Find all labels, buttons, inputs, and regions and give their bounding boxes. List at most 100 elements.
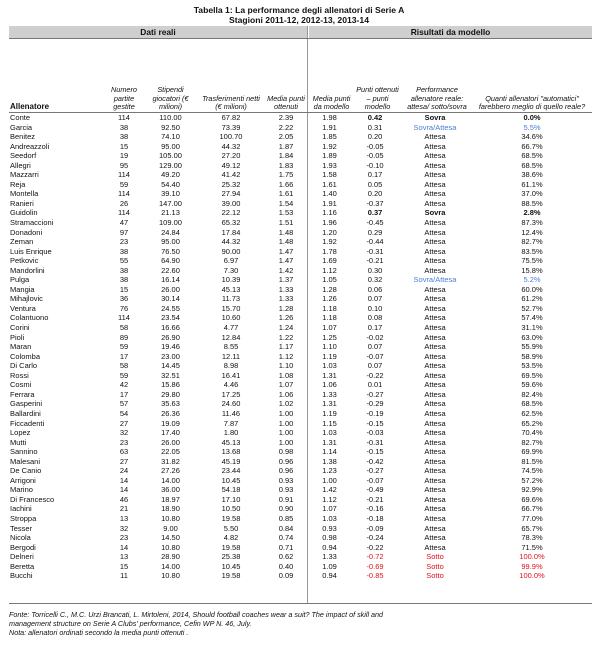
cell-avg-points: 0.91 (278, 494, 294, 504)
table-row: Ballardini 54 26.36 11.46 1.00 1.19 -0.19 Attes… (9, 409, 592, 419)
cell-performance: Attesa (424, 227, 446, 237)
cell-coach-name: Seedorf (10, 151, 37, 161)
cell-salaries: 22.05 (161, 447, 180, 457)
cell-model-avg: 1.20 (322, 227, 337, 237)
cell-coach-name: Conte (10, 113, 31, 122)
cell-salaries: 19.46 (161, 342, 180, 352)
cell-model-avg: 1.89 (322, 151, 337, 161)
cell-salaries: 16.66 (161, 323, 180, 333)
cell-avg-points: 0.84 (278, 523, 294, 533)
table-row: Zeman 23 95.00 44.32 1.48 1.92 -0.44 Attesa 82.7… (9, 237, 592, 247)
cell-games: 15 (119, 284, 129, 294)
cell-avg-points: 0.90 (278, 504, 294, 514)
cell-salaries: 74.10 (161, 132, 180, 142)
cell-transfers: 17.25 (221, 389, 241, 399)
cell-games: 76 (119, 303, 129, 313)
cell-how-many: 52.7% (521, 303, 543, 313)
cell-model-avg: 1.31 (322, 437, 337, 447)
table-row: Arrigoni 14 14.00 10.45 0.93 1.00 -0.07 Attesa 5… (9, 476, 592, 486)
cell-avg-points: 1.54 (278, 198, 294, 208)
cell-model-avg: 1.38 (322, 456, 337, 466)
cell-coach-name: Ballardini (10, 408, 41, 418)
cell-avg-points: 0.96 (278, 466, 294, 476)
cell-coach-name: Cosmi (10, 380, 32, 390)
table-row: Mandorlini 38 22.60 7.30 1.42 1.12 0.30 Attesa 1… (9, 266, 592, 276)
cell-games: 63 (119, 447, 129, 457)
cell-delta: -0.49 (366, 485, 384, 495)
cell-how-many: 92.9% (521, 485, 543, 495)
cell-model-avg: 1.61 (322, 179, 337, 189)
cell-performance: Sovra/Attesa (413, 275, 457, 285)
cell-how-many: 69.6% (521, 494, 543, 504)
cell-how-many: 38.6% (521, 170, 543, 180)
cell-performance: Attesa (424, 323, 446, 333)
cell-delta: -0.07 (366, 351, 384, 361)
cell-coach-name: Iachini (10, 504, 32, 514)
cell-transfers: 67.82 (221, 113, 241, 122)
cell-avg-points: 1.87 (278, 141, 294, 151)
cell-how-many: 100.0% (519, 571, 545, 581)
cell-avg-points: 0.96 (278, 456, 294, 466)
table-row: Ficcadenti 27 19.09 7.87 1.00 1.15 -0.15 Attesa… (9, 419, 592, 429)
table-subtitle: Stagioni 2011-12, 2012-13, 2013-14 (229, 15, 369, 25)
cell-how-many: 57.2% (521, 475, 543, 485)
cell-salaries: 15.86 (161, 380, 180, 390)
cell-how-many: 55.9% (521, 342, 543, 352)
cell-how-many: 0.0% (523, 113, 541, 122)
cell-delta: -0.27 (366, 466, 384, 476)
cell-coach-name: Tesser (10, 523, 33, 533)
header-top-rule (9, 38, 592, 39)
cell-how-many: 59.6% (521, 380, 543, 390)
cell-coach-name: Mutti (10, 437, 27, 447)
cell-games: 38 (119, 275, 129, 285)
cell-how-many: 57.4% (521, 313, 543, 323)
cell-games: 42 (119, 380, 129, 390)
cell-how-many: 65.2% (521, 418, 543, 428)
footer-source-line2: management structure on Serie A Clubs' p… (9, 618, 252, 628)
cell-how-many: 61.1% (521, 179, 543, 189)
cell-model-avg: 1.91 (322, 198, 337, 208)
table-row: Pioli 89 26.90 12.84 1.22 1.25 -0.02 Attesa 63.0… (9, 333, 592, 343)
cell-transfers: 6.97 (223, 256, 239, 266)
cell-coach-name: Mangia (10, 284, 35, 294)
cell-avg-points: 1.26 (278, 313, 294, 323)
cell-games: 23 (119, 533, 129, 543)
cell-coach-name: Beretta (10, 561, 35, 571)
cell-games: 46 (119, 494, 129, 504)
cell-performance: Attesa (424, 170, 446, 180)
cell-transfers: 11.73 (221, 294, 241, 304)
cell-performance: Sovra (424, 113, 446, 122)
cell-coach-name: Sannino (10, 447, 38, 457)
cell-performance: Attesa (424, 475, 446, 485)
cell-games: 24 (119, 466, 129, 476)
cell-salaries: 26.90 (161, 332, 180, 342)
cell-salaries: 14.00 (161, 475, 180, 485)
cell-delta: 0.20 (367, 189, 383, 199)
cell-model-avg: 1.16 (322, 208, 337, 218)
cell-how-many: 66.7% (521, 504, 543, 514)
cell-transfers: 39.00 (221, 198, 241, 208)
cell-coach-name: Zeman (10, 237, 34, 247)
table-row: Garcia 38 92.50 73.39 2.22 1.91 0.31 Sovra/Atte… (9, 123, 592, 133)
cell-avg-points: 1.06 (278, 389, 294, 399)
cell-games: 17 (119, 389, 129, 399)
cell-transfers: 23.44 (221, 466, 241, 476)
cell-transfers: 25.38 (221, 552, 241, 562)
cell-coach-name: Ferrara (10, 389, 35, 399)
cell-model-avg: 1.03 (322, 428, 337, 438)
cell-how-many: 68.5% (521, 160, 543, 170)
cell-games: 58 (119, 323, 129, 333)
cell-transfers: 27.20 (221, 151, 241, 161)
cell-model-avg: 0.94 (322, 542, 337, 552)
cell-avg-points: 0.09 (278, 571, 294, 581)
table-row: Colomba 17 23.00 12.11 1.12 1.19 -0.07 Attesa 58… (9, 352, 592, 362)
cell-model-avg: 1.98 (322, 113, 337, 122)
table-row: Marino 14 36.00 54.18 0.93 1.42 -0.49 Attesa 92.… (9, 485, 592, 495)
cell-salaries: 26.00 (161, 284, 180, 294)
cell-salaries: 32.51 (161, 370, 180, 380)
table-row: Maran 59 19.46 8.55 1.17 1.10 0.07 Attesa 55.9% (9, 342, 592, 352)
cell-salaries: 64.90 (161, 256, 180, 266)
table-row: Guidolin 114 21.13 22.12 1.53 1.16 0.37 Sovra 2.… (9, 208, 592, 218)
cell-model-avg: 1.93 (322, 160, 337, 170)
cell-games: 23 (119, 237, 129, 247)
